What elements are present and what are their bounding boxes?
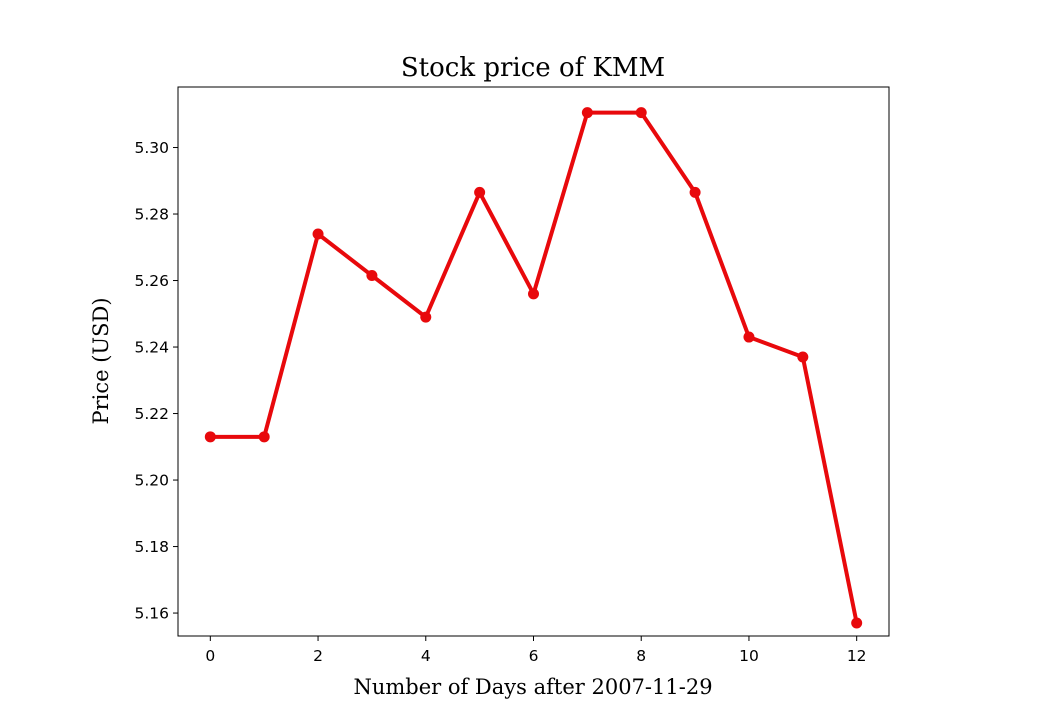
series-layer [204,107,863,629]
y-axis: 5.16 5.18 5.20 5.22 5.24 5.26 5.28 5.30 [134,139,178,623]
data-point [420,311,432,323]
x-tick-label: 8 [636,647,646,665]
y-tick-label: 5.16 [134,605,169,623]
data-point [258,431,270,443]
y-tick-label: 5.20 [134,472,169,490]
x-tick-label: 0 [205,647,215,665]
x-axis-label: Number of Days after 2007-11-29 [353,675,712,699]
data-point [635,107,647,119]
data-point [528,288,539,300]
data-point [689,186,701,198]
data-point [581,107,593,119]
x-axis: 0 2 4 6 8 10 12 [205,636,867,665]
data-point [851,617,863,629]
data-point [366,270,378,282]
y-tick-label: 5.26 [134,272,169,290]
x-tick-label: 12 [847,647,867,665]
y-axis-label: Price (USD) [89,297,113,424]
x-tick-label: 4 [421,647,431,665]
chart-title: Stock price of KMM [401,53,665,83]
y-tick-label: 5.24 [134,339,169,357]
data-point [797,351,809,363]
y-tick-label: 5.22 [134,405,169,423]
data-point [474,186,486,198]
data-point [204,431,216,443]
x-tick-label: 10 [739,647,759,665]
data-point [312,228,324,240]
series-line [210,110,859,624]
x-tick-label: 6 [529,647,539,665]
x-tick-label: 2 [313,647,323,665]
data-point [743,331,755,343]
y-tick-label: 5.18 [134,538,169,556]
y-tick-label: 5.28 [134,206,169,224]
y-tick-label: 5.30 [134,139,169,157]
